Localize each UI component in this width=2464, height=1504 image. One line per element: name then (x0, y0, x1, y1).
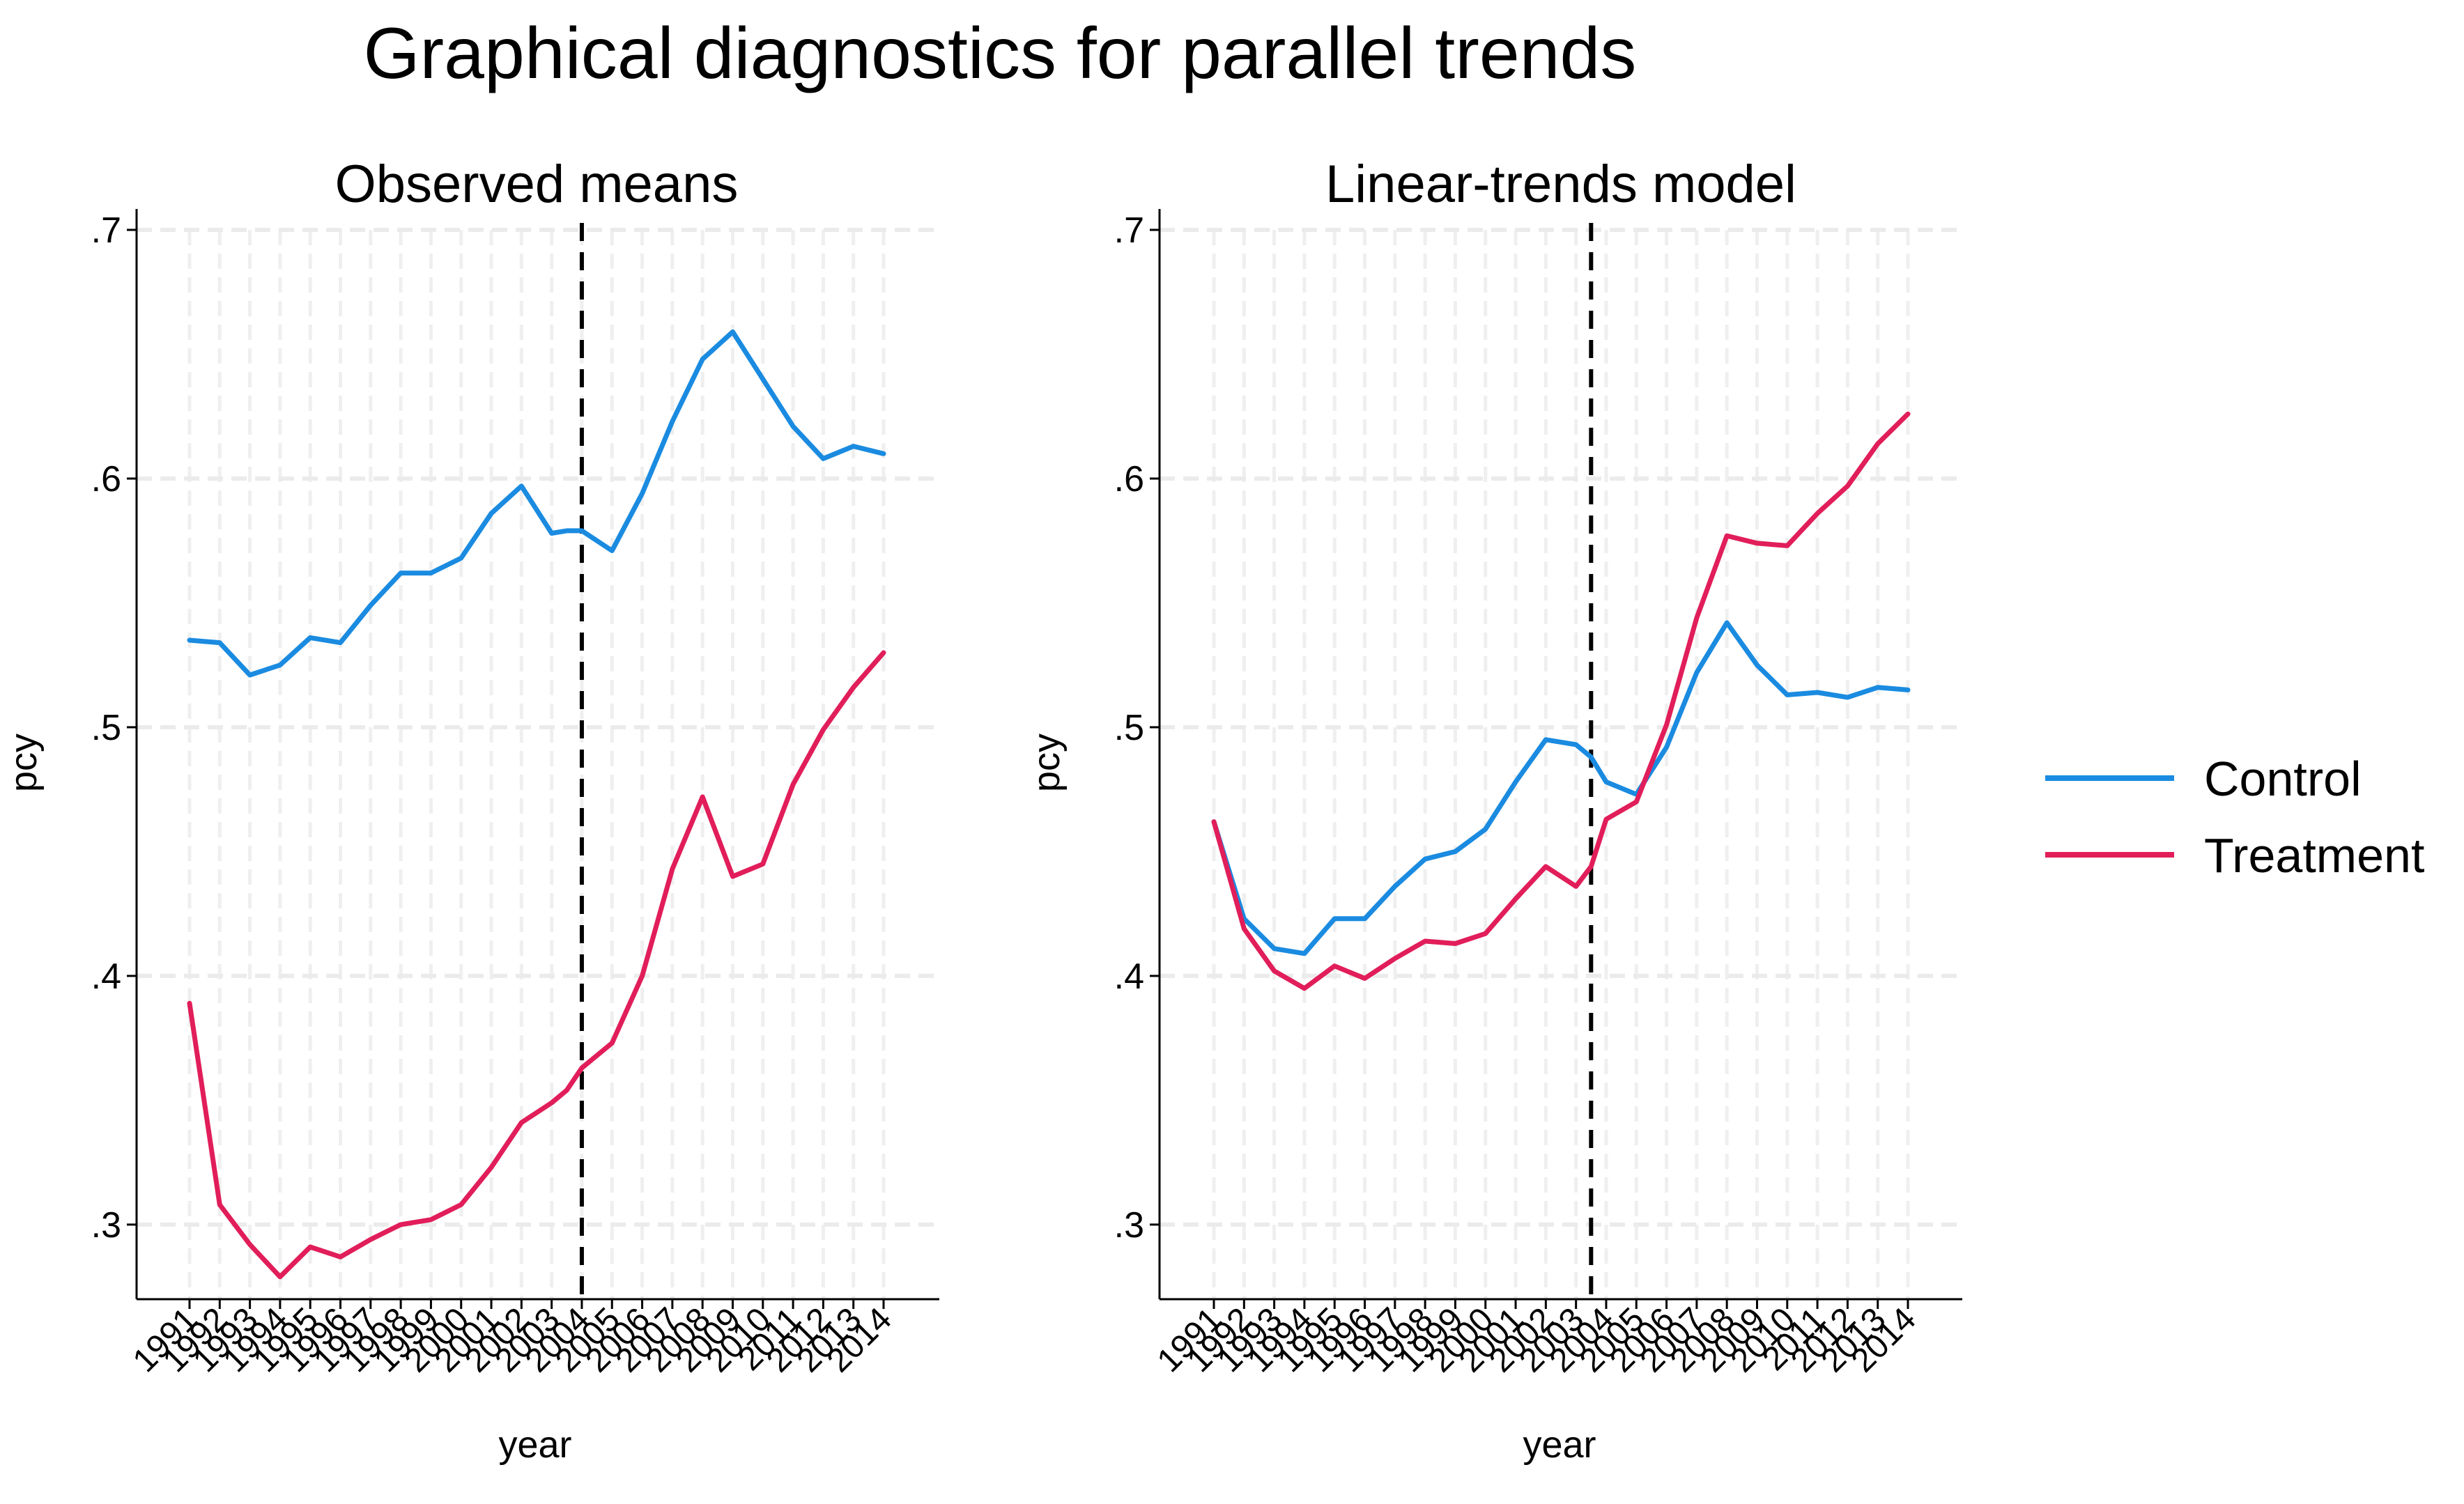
series-line-control (187, 329, 886, 678)
legend-label-control: Control (2204, 752, 2362, 806)
y-tick-label: .5 (1114, 708, 1144, 748)
y-tick-label: .7 (91, 210, 121, 251)
panel-linear-trends-model: Linear-trends model year pcy .3.4.5.6.71… (1026, 155, 1962, 1466)
marks-linear-trends: .3.4.5.6.7199119921993199419951996199719… (1114, 209, 1962, 1379)
series-line-treatment (1211, 411, 1911, 991)
y-tick-label: .3 (1114, 1205, 1144, 1246)
y-tick-label: .4 (1114, 956, 1144, 997)
x-axis-label-linear-trends: year (1523, 1424, 1596, 1466)
panel-observed-means: Observed means year pcy .3.4.5.6.7199119… (3, 155, 939, 1466)
y-tick-label: .6 (91, 459, 121, 499)
y-tick-label: .6 (1114, 459, 1144, 499)
figure-title: Graphical diagnostics for parallel trend… (364, 13, 1637, 94)
series-line-control (1211, 620, 1911, 956)
grid-linear-trends (1160, 228, 1962, 1299)
legend: Control Treatment (2045, 752, 2424, 883)
y-axis-label-observed-means: pcy (3, 734, 45, 792)
panel-title-linear-trends: Linear-trends model (1325, 155, 1796, 214)
y-tick-label: .7 (1114, 210, 1144, 251)
x-axis-label-observed-means: year (498, 1424, 571, 1466)
legend-label-treatment: Treatment (2204, 828, 2424, 883)
y-axis-label-linear-trends: pcy (1026, 734, 1068, 792)
series-line-treatment (187, 650, 886, 1280)
y-tick-label: .4 (91, 956, 121, 997)
panel-title-observed-means: Observed means (335, 155, 739, 214)
grid-observed-means (137, 228, 939, 1299)
y-tick-label: .3 (91, 1205, 121, 1246)
y-tick-label: .5 (91, 708, 121, 748)
